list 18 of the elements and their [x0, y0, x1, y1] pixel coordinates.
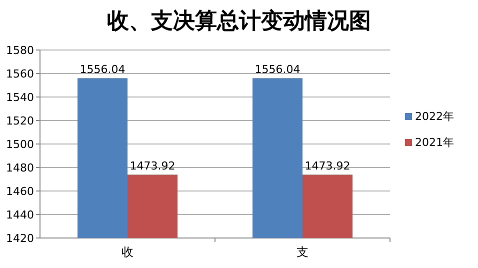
data-label: 1556.04: [80, 63, 126, 76]
y-tick-label: 1520: [6, 114, 34, 128]
data-label: 1473.92: [130, 160, 176, 173]
y-tick-label: 1480: [6, 162, 34, 174]
legend-label: 2022年: [415, 110, 454, 123]
x-tick-label: 支: [296, 245, 308, 259]
legend-label: 2021年: [415, 136, 454, 149]
data-label: 1473.92: [304, 160, 350, 173]
data-label: 1556.04: [254, 63, 300, 76]
y-tick-label: 1440: [6, 208, 34, 222]
y-tick-label: 1500: [6, 138, 34, 151]
y-tick-label: 1580: [6, 44, 34, 57]
y-tick-label: 1540: [6, 91, 34, 104]
x-tick-label: 收: [122, 245, 134, 259]
y-tick-label: 1420: [6, 232, 34, 245]
chart-title: 收、支决算总计变动情况图: [107, 8, 371, 34]
y-tick-label: 1560: [6, 68, 34, 80]
y-tick-label: 1460: [6, 185, 34, 198]
